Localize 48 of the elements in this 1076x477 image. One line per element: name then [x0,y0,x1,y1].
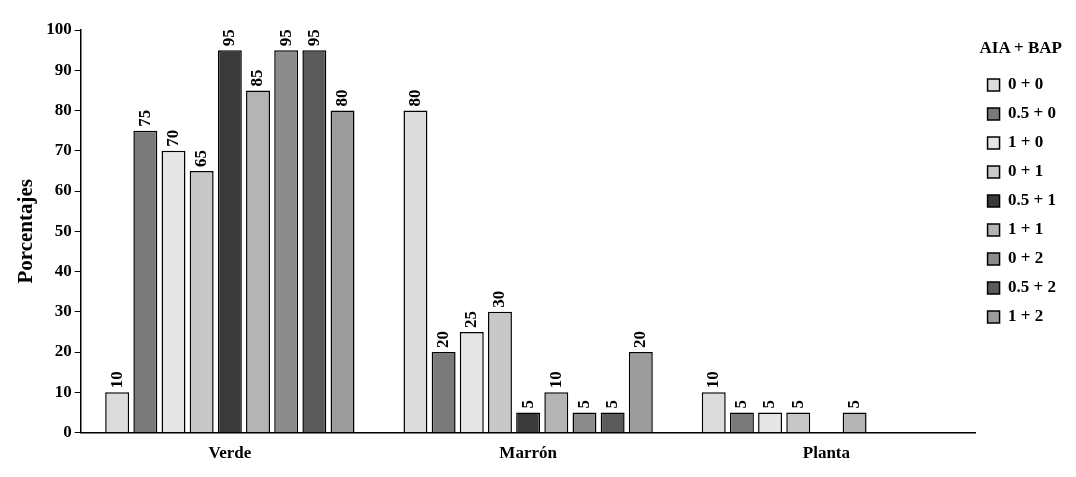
data-label: 70 [162,129,182,147]
legend-title: AIA + BAP [979,37,1062,57]
y-tick-label: 100 [46,19,72,39]
data-label: 95 [275,29,295,47]
legend-label: 1 + 2 [1008,306,1044,326]
data-label: 30 [489,290,509,308]
y-tick-label: 30 [54,301,72,321]
legend-label: 0.5 + 1 [1008,190,1056,210]
data-label: 85 [247,69,267,87]
legend-label: 0 + 2 [1008,248,1044,268]
legend-label: 0.5 + 2 [1008,277,1056,297]
data-label: 95 [303,29,323,47]
data-label: 10 [545,371,565,389]
y-axis-title: Porcentajes [13,179,38,284]
data-label: 5 [787,399,807,409]
y-tick-label: 20 [54,341,72,361]
data-label: 75 [134,109,154,127]
x-tick-label: Verde [208,443,252,463]
data-label: 80 [404,89,424,107]
data-label: 5 [517,399,537,409]
data-label: 10 [106,371,126,389]
data-label: 65 [191,149,211,167]
y-tick-label: 10 [54,381,72,401]
data-label: 95 [219,29,239,47]
legend-label: 1 + 0 [1008,132,1044,152]
y-tick-label: 80 [54,99,72,119]
data-label: 20 [433,331,453,349]
y-tick-label: 40 [54,260,72,280]
legend-label: 0.5 + 0 [1008,103,1056,123]
legend-label: 1 + 1 [1008,219,1044,239]
data-label: 10 [703,371,723,389]
y-tick-label: 0 [63,421,72,441]
data-label: 20 [630,331,650,349]
y-tick-label: 70 [54,140,72,160]
data-label: 5 [573,399,593,409]
x-tick-label: Marrón [499,443,558,463]
data-label: 25 [461,310,481,328]
data-label: 5 [731,399,751,409]
y-tick-label: 50 [54,220,72,240]
data-label: 5 [843,399,863,409]
legend-label: 0 + 0 [1008,74,1044,94]
legend-label: 0 + 1 [1008,161,1044,181]
y-tick-label: 90 [54,59,72,79]
y-tick-label: 60 [54,180,72,200]
x-tick-label: Planta [802,443,851,463]
data-label: 5 [602,399,622,409]
data-label: 80 [331,89,351,107]
data-label: 5 [759,399,779,409]
